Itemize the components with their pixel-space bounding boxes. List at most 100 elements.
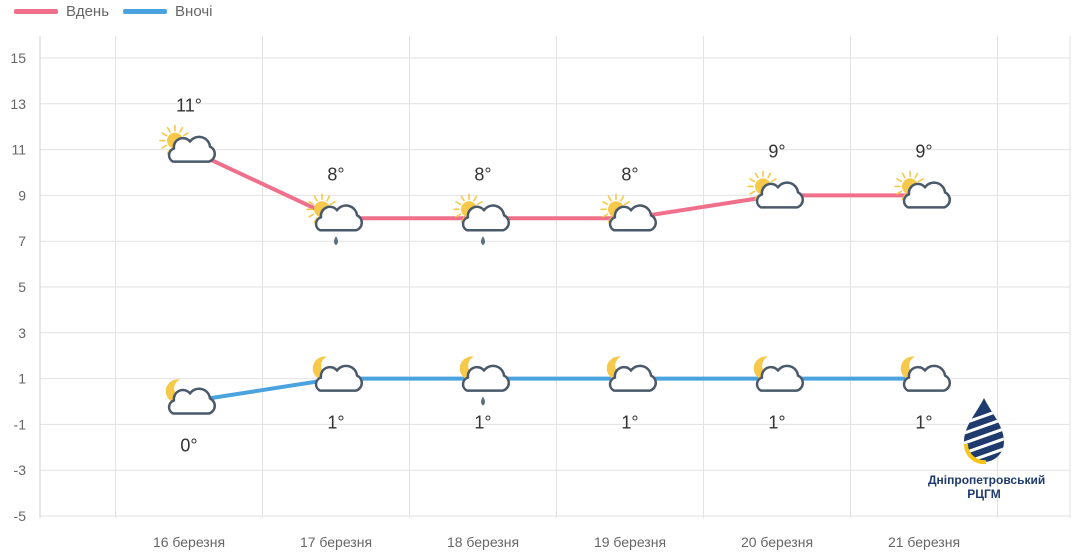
sun-cloud-rain-icon xyxy=(453,193,510,246)
sun-ray xyxy=(476,201,483,206)
cloud-shape xyxy=(314,204,363,232)
y-tick-label: 15 xyxy=(10,50,26,66)
legend-swatch-night xyxy=(123,9,168,14)
sun-ray xyxy=(623,201,630,206)
logo: Дніпропетровський РЦГМ xyxy=(928,396,1046,501)
y-tick-label: 5 xyxy=(18,279,26,295)
rain-drop xyxy=(481,396,485,406)
moon-shape xyxy=(606,356,629,381)
y-tick-label: -3 xyxy=(14,462,27,478)
sun-ray xyxy=(749,190,756,195)
data-label-night: 0° xyxy=(180,436,197,456)
sun-ray xyxy=(326,195,331,202)
moon-shape xyxy=(312,356,335,381)
cloud-shape xyxy=(902,181,951,209)
sun-ray xyxy=(896,178,903,183)
y-tick-label: 13 xyxy=(10,96,26,112)
sun-ray xyxy=(166,126,171,133)
sun-ray xyxy=(896,190,903,195)
moon-shape xyxy=(459,356,482,381)
data-label-night: 1° xyxy=(768,413,785,433)
cloud-shape xyxy=(902,364,951,392)
data-label-night: 1° xyxy=(915,413,932,433)
sun-ray xyxy=(308,213,315,218)
sun-cloud-icon xyxy=(894,170,951,209)
sun-ray xyxy=(620,195,625,202)
y-tick-label: -1 xyxy=(14,416,27,432)
sun-ray xyxy=(749,178,756,183)
sun-ray xyxy=(329,201,336,206)
legend-label-night: Вночі xyxy=(175,3,213,20)
sun-ray xyxy=(602,213,609,218)
moon-shape xyxy=(900,356,923,381)
moon-cloud-icon xyxy=(606,356,657,392)
data-label-day: 9° xyxy=(915,141,932,161)
cloud-shape xyxy=(608,204,657,232)
rain-drop xyxy=(334,236,338,246)
cloud-shape xyxy=(608,364,657,392)
sun-ray xyxy=(754,172,759,179)
cloud-shape xyxy=(461,364,510,392)
legend-item-day[interactable]: Вдень xyxy=(14,3,109,20)
y-tick-label: 7 xyxy=(18,233,26,249)
logo-drop-icon xyxy=(963,398,1004,465)
cloud-shape xyxy=(755,181,804,209)
data-label-day: 8° xyxy=(327,164,344,184)
sun-ray xyxy=(602,201,609,206)
x-tick-label: 21 березня xyxy=(888,534,960,550)
rain-drop xyxy=(481,236,485,246)
sun-ray xyxy=(767,172,772,179)
x-tick-label: 19 березня xyxy=(594,534,666,550)
data-label-night: 1° xyxy=(621,413,638,433)
sun-ray xyxy=(770,178,777,183)
y-tick-label: 11 xyxy=(11,142,26,158)
y-tick-label: 3 xyxy=(18,325,26,341)
cloud-shape xyxy=(167,387,216,415)
sun-cloud-rain-icon xyxy=(306,193,363,246)
data-label-night: 1° xyxy=(327,413,344,433)
cloud-shape xyxy=(314,364,363,392)
legend-label-day: Вдень xyxy=(66,3,110,20)
data-label-day: 8° xyxy=(621,164,638,184)
moon-cloud-icon xyxy=(165,379,216,415)
y-tick-label: 1 xyxy=(18,371,26,387)
chart-legend: Вдень Вночі xyxy=(14,3,212,20)
cloud-shape xyxy=(461,204,510,232)
moon-shape xyxy=(165,379,188,404)
sun-ray xyxy=(607,195,612,202)
sun-ray xyxy=(161,144,168,149)
data-label-day: 11° xyxy=(176,96,202,116)
sun-cloud-icon xyxy=(159,124,216,163)
x-tick-label: 18 березня xyxy=(447,534,519,550)
sun-ray xyxy=(455,201,462,206)
x-tick-label: 20 березня xyxy=(741,534,813,550)
cloud-shape xyxy=(755,364,804,392)
sun-ray xyxy=(179,126,184,133)
moon-cloud-icon xyxy=(900,356,951,392)
sun-ray xyxy=(455,213,462,218)
sun-cloud-icon xyxy=(600,193,657,232)
moon-cloud-icon xyxy=(753,356,804,392)
moon-cloud-icon xyxy=(312,356,363,392)
sun-ray xyxy=(473,195,478,202)
sun-ray xyxy=(182,132,189,137)
moon-shape xyxy=(753,356,776,381)
data-label-night: 1° xyxy=(474,413,491,433)
x-tick-label: 16 березня xyxy=(153,534,225,550)
sun-ray xyxy=(917,178,924,183)
sun-ray xyxy=(308,201,315,206)
legend-item-night[interactable]: Вночі xyxy=(123,3,212,20)
sun-ray xyxy=(460,195,465,202)
data-label-day: 8° xyxy=(474,164,491,184)
sun-ray xyxy=(901,172,906,179)
moon-cloud-rain-icon xyxy=(459,356,510,406)
cloud-shape xyxy=(167,135,216,163)
logo-text-line1: Дніпропетровський xyxy=(928,473,1046,487)
chart-grid xyxy=(39,36,1071,518)
y-tick-label: -5 xyxy=(14,508,27,524)
y-tick-label: 9 xyxy=(18,187,26,203)
sun-cloud-icon xyxy=(747,170,804,209)
x-tick-label: 17 березня xyxy=(300,534,372,550)
legend-swatch-day xyxy=(14,9,58,14)
